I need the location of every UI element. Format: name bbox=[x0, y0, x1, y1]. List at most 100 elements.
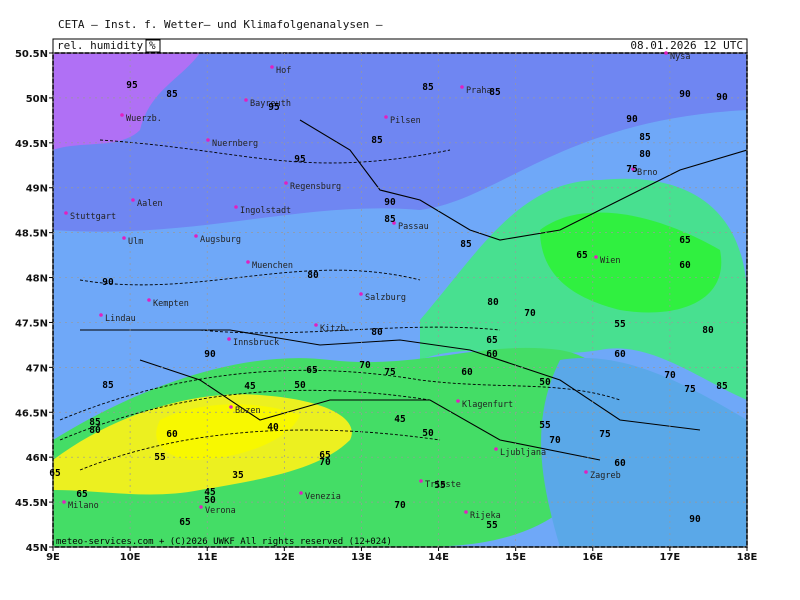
contour-label: 85 bbox=[422, 82, 434, 93]
city-label: Aalen bbox=[137, 199, 163, 209]
contour-label: 65 bbox=[179, 517, 191, 528]
city-marker bbox=[594, 255, 598, 259]
contour-label: 70 bbox=[359, 360, 371, 371]
city-label: Nuernberg bbox=[212, 139, 258, 149]
contour-label: 70 bbox=[394, 500, 406, 511]
city-marker bbox=[122, 236, 126, 240]
city-label: Pilsen bbox=[390, 116, 421, 126]
city-label: Augsburg bbox=[200, 235, 241, 245]
city-label: Ljubljana bbox=[500, 448, 546, 458]
city-marker bbox=[131, 198, 135, 202]
lon-label: 9E bbox=[46, 552, 60, 563]
city-marker bbox=[284, 181, 288, 185]
lat-label: 46N bbox=[26, 453, 48, 464]
city-marker bbox=[270, 65, 274, 69]
contour-label: 85 bbox=[102, 380, 114, 391]
contour-label: 75 bbox=[626, 164, 638, 175]
contour-label: 60 bbox=[166, 429, 178, 440]
contour-label: 70 bbox=[549, 435, 561, 446]
city-marker bbox=[392, 221, 396, 225]
contour-label: 60 bbox=[614, 458, 626, 469]
contour-label: 85 bbox=[489, 87, 501, 98]
contour-label: 60 bbox=[461, 367, 473, 378]
lon-label: 10E bbox=[120, 552, 141, 563]
city-marker bbox=[147, 298, 151, 302]
valid-time: 08.01.2026 12 UTC bbox=[630, 39, 743, 52]
header-title: CETA — Inst. f. Wetter— und Klimafolgena… bbox=[58, 18, 383, 31]
city-marker bbox=[464, 510, 468, 514]
contour-label: 80 bbox=[307, 270, 319, 281]
lon-label: 14E bbox=[428, 552, 449, 563]
lon-label: 18E bbox=[737, 552, 758, 563]
contour-label: 65 bbox=[49, 468, 61, 479]
city-marker bbox=[244, 98, 248, 102]
contour-label: 35 bbox=[232, 470, 244, 481]
unit-box bbox=[145, 39, 161, 53]
city-label: Wien bbox=[600, 256, 620, 266]
city-marker bbox=[359, 292, 363, 296]
lat-label: 48.5N bbox=[15, 229, 48, 240]
unit: % bbox=[149, 39, 156, 52]
city-marker bbox=[460, 85, 464, 89]
contour-label: 80 bbox=[639, 149, 651, 160]
lon-label: 13E bbox=[351, 552, 372, 563]
city-marker bbox=[199, 505, 203, 509]
field bbox=[53, 53, 747, 547]
contour-label: 85 bbox=[639, 132, 651, 143]
contour-label: 85 bbox=[384, 214, 396, 225]
contour-label: 60 bbox=[614, 349, 626, 360]
city-label: Praha bbox=[466, 86, 492, 96]
lat-label: 47.5N bbox=[15, 318, 48, 329]
contour-label: 50 bbox=[294, 380, 306, 391]
lat-label: 50N bbox=[26, 94, 48, 105]
lon-label: 15E bbox=[505, 552, 526, 563]
lon-label: 16E bbox=[582, 552, 603, 563]
city-marker bbox=[664, 51, 668, 55]
city-marker bbox=[229, 405, 233, 409]
contour-label: 60 bbox=[679, 260, 691, 271]
lon-label: 11E bbox=[197, 552, 218, 563]
city-label: Bayreuth bbox=[250, 99, 291, 109]
city-label: Milano bbox=[68, 501, 99, 511]
city-label: Lindau bbox=[105, 314, 136, 324]
contour-label: 85 bbox=[89, 417, 101, 428]
footer: meteo-services.com + (C)2026 UWKF All ri… bbox=[56, 537, 392, 547]
contour-label: 90 bbox=[716, 92, 728, 103]
city-label: Passau bbox=[398, 222, 429, 232]
city-label: Brno bbox=[637, 168, 657, 178]
city-label: Hof bbox=[276, 66, 291, 76]
lat-label: 49N bbox=[26, 184, 48, 195]
city-label: Trieste bbox=[425, 480, 461, 490]
contour-label: 90 bbox=[626, 114, 638, 125]
lon-label: 17E bbox=[660, 552, 681, 563]
lat-label: 49.5N bbox=[15, 139, 48, 150]
lat-label: 50.5N bbox=[15, 49, 48, 60]
contour-label: 85 bbox=[166, 89, 178, 100]
contour-label: 70 bbox=[319, 457, 331, 468]
contour-label: 55 bbox=[614, 319, 626, 330]
contour-label: 95 bbox=[268, 102, 280, 113]
contour-label: 75 bbox=[599, 429, 611, 440]
city-label: Nysa bbox=[670, 52, 690, 62]
city-marker bbox=[64, 211, 68, 215]
city-marker bbox=[584, 470, 588, 474]
lat-label: 47N bbox=[26, 363, 48, 374]
contour-label: 50 bbox=[204, 495, 216, 506]
city-marker bbox=[384, 115, 388, 119]
contour-label: 55 bbox=[434, 480, 446, 491]
contour-label: 85 bbox=[371, 135, 383, 146]
contour-label: 65 bbox=[576, 250, 588, 261]
contour-label: 90 bbox=[384, 197, 396, 208]
city-label: Zagreb bbox=[590, 471, 621, 481]
contour-label: 80 bbox=[371, 327, 383, 338]
city-marker bbox=[206, 138, 210, 142]
city-label: Ingolstadt bbox=[240, 206, 291, 216]
city-label: Regensburg bbox=[290, 182, 341, 192]
city-label: Kempten bbox=[153, 299, 189, 309]
city-marker bbox=[419, 479, 423, 483]
city-label: Verona bbox=[205, 506, 236, 516]
lat-label: 48N bbox=[26, 274, 48, 285]
contour-label: 75 bbox=[684, 384, 696, 395]
variable: rel. humidity bbox=[57, 39, 143, 52]
contour-label: 40 bbox=[267, 422, 279, 433]
